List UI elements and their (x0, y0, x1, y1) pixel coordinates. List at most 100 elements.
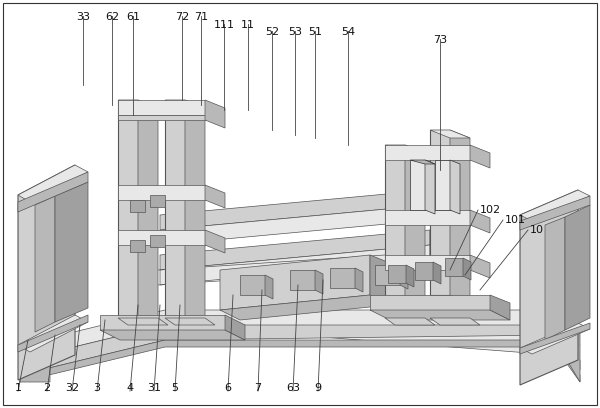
Text: 3: 3 (94, 383, 101, 393)
Polygon shape (430, 230, 450, 268)
Text: 2: 2 (43, 383, 50, 393)
Polygon shape (400, 265, 408, 289)
Text: 10: 10 (530, 225, 544, 235)
Polygon shape (185, 100, 205, 335)
Polygon shape (118, 318, 168, 325)
Text: 6: 6 (224, 383, 232, 393)
Text: 61: 61 (126, 12, 140, 22)
Polygon shape (118, 100, 205, 115)
Polygon shape (20, 340, 580, 382)
Polygon shape (138, 100, 158, 335)
Polygon shape (118, 185, 205, 200)
Polygon shape (430, 190, 450, 228)
Text: 9: 9 (314, 383, 322, 393)
Polygon shape (430, 130, 450, 295)
Text: 72: 72 (175, 12, 189, 22)
Polygon shape (18, 165, 88, 202)
Text: 4: 4 (127, 383, 134, 393)
Polygon shape (118, 100, 158, 110)
Text: 5: 5 (172, 383, 179, 393)
Polygon shape (435, 160, 450, 210)
Polygon shape (220, 295, 390, 320)
Text: 54: 54 (341, 27, 355, 37)
Polygon shape (165, 318, 215, 325)
Polygon shape (520, 196, 590, 230)
Polygon shape (470, 255, 490, 278)
Polygon shape (425, 160, 435, 214)
Polygon shape (545, 217, 565, 340)
Polygon shape (470, 145, 490, 168)
Text: 31: 31 (147, 383, 161, 393)
Polygon shape (370, 310, 510, 320)
Polygon shape (55, 182, 88, 322)
Polygon shape (450, 130, 470, 303)
Text: 32: 32 (65, 383, 79, 393)
Polygon shape (385, 145, 425, 153)
Polygon shape (430, 130, 470, 138)
Polygon shape (220, 255, 370, 310)
Polygon shape (225, 315, 245, 340)
Polygon shape (20, 310, 580, 360)
Polygon shape (205, 230, 225, 253)
Polygon shape (370, 255, 390, 305)
Polygon shape (18, 172, 88, 212)
Polygon shape (410, 160, 425, 210)
Polygon shape (355, 268, 363, 292)
Polygon shape (433, 262, 441, 284)
Polygon shape (130, 200, 145, 212)
Text: 7: 7 (254, 383, 262, 393)
Polygon shape (100, 315, 225, 330)
Text: 62: 62 (105, 12, 119, 22)
Polygon shape (410, 160, 435, 164)
Polygon shape (520, 323, 590, 354)
Polygon shape (240, 275, 265, 295)
Polygon shape (405, 145, 425, 313)
Polygon shape (18, 165, 75, 380)
Polygon shape (160, 205, 430, 245)
Polygon shape (20, 330, 50, 382)
Polygon shape (490, 295, 510, 320)
Polygon shape (450, 160, 460, 214)
Text: 33: 33 (76, 12, 90, 22)
Text: 111: 111 (214, 20, 235, 30)
Polygon shape (388, 265, 406, 283)
Polygon shape (100, 330, 245, 340)
Polygon shape (165, 100, 205, 110)
Polygon shape (385, 318, 435, 325)
Text: 73: 73 (433, 35, 447, 45)
Polygon shape (35, 196, 55, 332)
Text: 101: 101 (505, 215, 526, 225)
Polygon shape (406, 265, 414, 287)
Polygon shape (520, 190, 578, 385)
Polygon shape (160, 245, 430, 285)
Polygon shape (205, 185, 225, 208)
Polygon shape (130, 240, 145, 252)
Polygon shape (118, 230, 205, 245)
Text: 1: 1 (14, 383, 22, 393)
Polygon shape (315, 270, 323, 294)
Polygon shape (385, 145, 470, 160)
Polygon shape (265, 275, 273, 299)
Polygon shape (118, 115, 205, 120)
Text: 11: 11 (241, 20, 255, 30)
Polygon shape (150, 235, 165, 247)
Text: 63: 63 (286, 383, 300, 393)
Polygon shape (385, 255, 470, 270)
Polygon shape (555, 310, 580, 382)
Polygon shape (330, 268, 355, 288)
Polygon shape (18, 315, 88, 352)
Text: 53: 53 (288, 27, 302, 37)
Polygon shape (160, 230, 430, 270)
Text: 51: 51 (308, 27, 322, 37)
Text: 71: 71 (194, 12, 208, 22)
Polygon shape (520, 190, 590, 221)
Polygon shape (385, 145, 405, 305)
Polygon shape (385, 210, 470, 225)
Polygon shape (118, 100, 138, 325)
Polygon shape (520, 323, 590, 354)
Polygon shape (20, 325, 580, 375)
Text: 52: 52 (265, 27, 279, 37)
Polygon shape (165, 100, 185, 325)
Polygon shape (470, 210, 490, 233)
Polygon shape (430, 318, 480, 325)
